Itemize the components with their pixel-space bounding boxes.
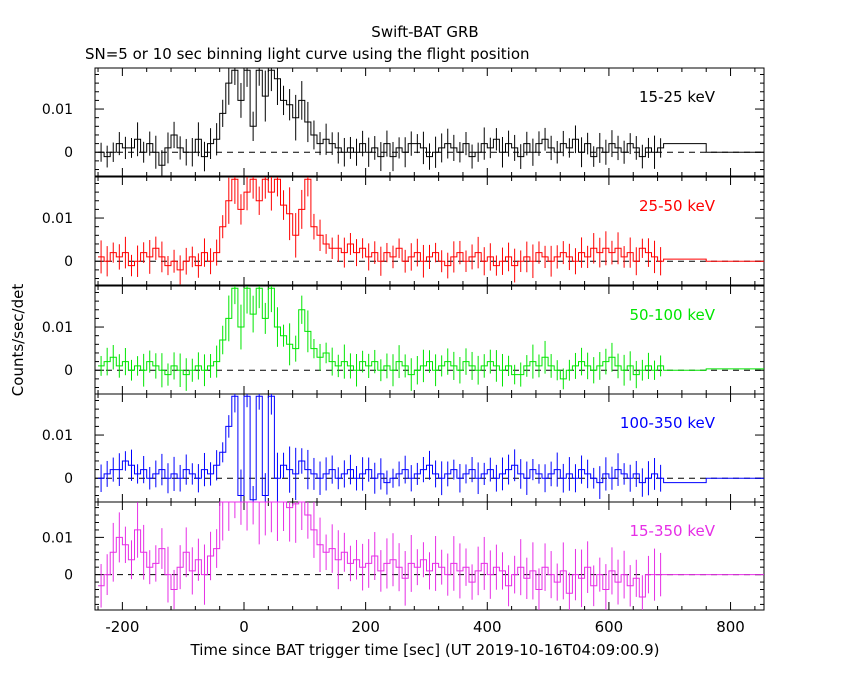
light-curve-5 [98,501,764,598]
y-tick-label: 0 [64,145,73,161]
panel-5: 0 0.01 15-350 keV [42,501,765,611]
band-label: 50-100 keV [629,306,715,324]
x-axis-label: Time since BAT trigger time [sec] (UT 20… [190,641,660,659]
panels-layer: 0 0.01 15-25 keV 0 0.01 25-50 keV 0 0.01 50-100 … [42,67,765,636]
x-tick-label: 200 [351,618,380,636]
panel-1: 0 0.01 15-25 keV [42,67,765,177]
light-curve-2 [98,178,764,271]
chart-subtitle: SN=5 or 10 sec binning light curve using… [85,45,530,63]
light-curve-4 [98,395,764,501]
y-tick-label: 0.01 [42,428,73,444]
panel-2: 0 0.01 25-50 keV [42,176,765,286]
x-tick-label: 0 [239,618,249,636]
x-tick-label: 400 [473,618,502,636]
y-axis-label: Counts/sec/det [9,284,27,397]
band-label: 25-50 keV [639,197,716,215]
y-tick-label: 0.01 [42,102,73,118]
band-label: 100-350 keV [620,414,716,432]
y-tick-label: 0.01 [42,530,73,546]
band-label: 15-350 keV [629,522,715,540]
y-tick-label: 0 [64,568,73,584]
y-tick-label: 0.01 [42,320,73,336]
y-tick-label: 0 [64,363,73,379]
y-tick-label: 0 [64,254,73,270]
x-tick-label: 600 [595,618,624,636]
panel-frame [94,501,765,611]
y-tick-label: 0 [64,471,73,487]
panel-frame [94,393,765,503]
panel-3: 0 0.01 50-100 keV [42,285,765,395]
light-curve-3 [98,287,764,380]
x-tick-label: -200 [105,618,139,636]
x-tick-label: 800 [716,618,745,636]
y-tick-label: 0.01 [42,211,73,227]
panel-4: 0 0.01 100-350 keV [42,393,765,503]
chart-title: Swift-BAT GRB [371,23,478,41]
panel-frame [94,176,765,286]
panel-frame [94,285,765,395]
band-label: 15-25 keV [639,88,716,106]
light-curve-1 [98,69,764,166]
panel-frame [94,67,765,177]
